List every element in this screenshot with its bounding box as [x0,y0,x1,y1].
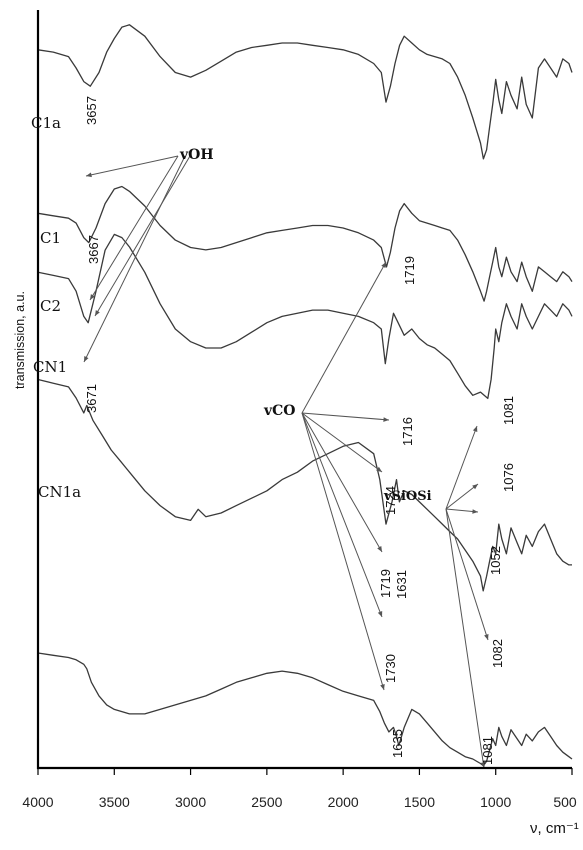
x-tick-label-2000: 2000 [328,794,359,810]
pointer-line-3 [94,155,191,317]
x-tick-label-3500: 3500 [99,794,130,810]
pointer-arrowhead-9 [380,684,385,690]
pointer-arrowhead-6 [376,466,382,472]
x-axis-label: ν, cm⁻¹ [530,820,579,837]
pointer-line-0 [85,155,179,177]
pointer-line-2 [83,155,186,363]
peak-label-1082: 1082 [490,639,505,668]
pointer-arrowhead-5 [383,417,389,422]
pointer-line-4 [301,261,387,414]
peak-label-1052: 1052 [488,546,503,575]
trace-cn1 [37,378,572,592]
pointer-line-5 [301,412,390,421]
series-label-c2: C2 [40,297,61,315]
x-tick-label-4000: 4000 [22,794,53,810]
spectrum-traces [37,24,573,767]
trace-c1 [37,185,573,302]
pointer-line-7 [301,412,383,553]
trace-c1a [37,24,573,160]
peak-label-1631: 1631 [394,570,409,599]
pointer-arrowhead-1 [90,294,95,300]
peak-label-1716: 1716 [400,417,415,446]
series-label-cn1a: CN1a [38,483,81,501]
pointer-arrowhead-10 [472,426,478,432]
series-label-cn1: CN1 [33,358,67,376]
annotation-vsiosi: vSiOSi [383,489,432,504]
annotation-vco: vCO [263,403,295,419]
pointer-line-14 [445,508,485,769]
x-axis-tick-labels: 4000 3500 3000 2500 2000 1500 1000 500 [22,794,576,810]
pointer-line-9 [301,412,385,691]
pointer-arrowhead-3 [95,310,100,316]
pointer-arrowhead-0 [86,172,92,178]
pointer-arrowhead-12 [472,509,478,514]
x-axis-ticks [37,768,573,775]
y-axis-label: transmission, a.u. [13,291,27,389]
pointer-line-1 [89,155,179,301]
peak-label-3671: 3671 [84,384,99,413]
x-tick-label-1500: 1500 [404,794,435,810]
pointer-line-13 [445,508,489,641]
x-tick-label-1000: 1000 [480,794,511,810]
pointer-arrowhead-8 [377,611,383,617]
pointer-arrowhead-7 [377,546,382,552]
peak-label-1719-cn1: 1719 [378,569,393,598]
trace-cn1a [37,652,573,767]
series-label-c1: C1 [40,229,61,247]
x-tick-label-2500: 2500 [251,794,282,810]
pointer-line-10 [445,425,478,510]
pointer-line-11 [445,483,479,510]
peak-label-1635: 1635 [390,729,405,758]
pointer-line-8 [301,412,383,618]
peak-label-1724: 1724 [383,486,398,515]
annotation-pointers [83,155,489,769]
trace-c2 [37,233,573,400]
pointer-arrowhead-14 [480,762,486,768]
x-tick-label-500: 500 [553,794,577,810]
peak-label-3657: 3657 [84,96,99,125]
series-label-c1a: C1a [31,114,61,132]
pointer-arrowhead-4 [381,262,386,268]
pointer-arrowhead-13 [484,634,489,640]
pointer-arrowhead-2 [84,356,89,362]
peak-label-1719-c1a: 1719 [402,256,417,285]
peak-label-1076: 1076 [501,463,516,492]
peak-label-1730: 1730 [383,654,398,683]
peak-label-1081-c1a: 1081 [501,396,516,425]
annotation-voh: vOH [179,147,214,163]
peak-label-1081-cn1a: 1081 [480,736,495,765]
pointer-line-6 [301,412,383,473]
peak-label-3667: 3667 [86,235,101,264]
pointer-arrowhead-11 [472,484,478,490]
x-tick-label-3000: 3000 [175,794,206,810]
